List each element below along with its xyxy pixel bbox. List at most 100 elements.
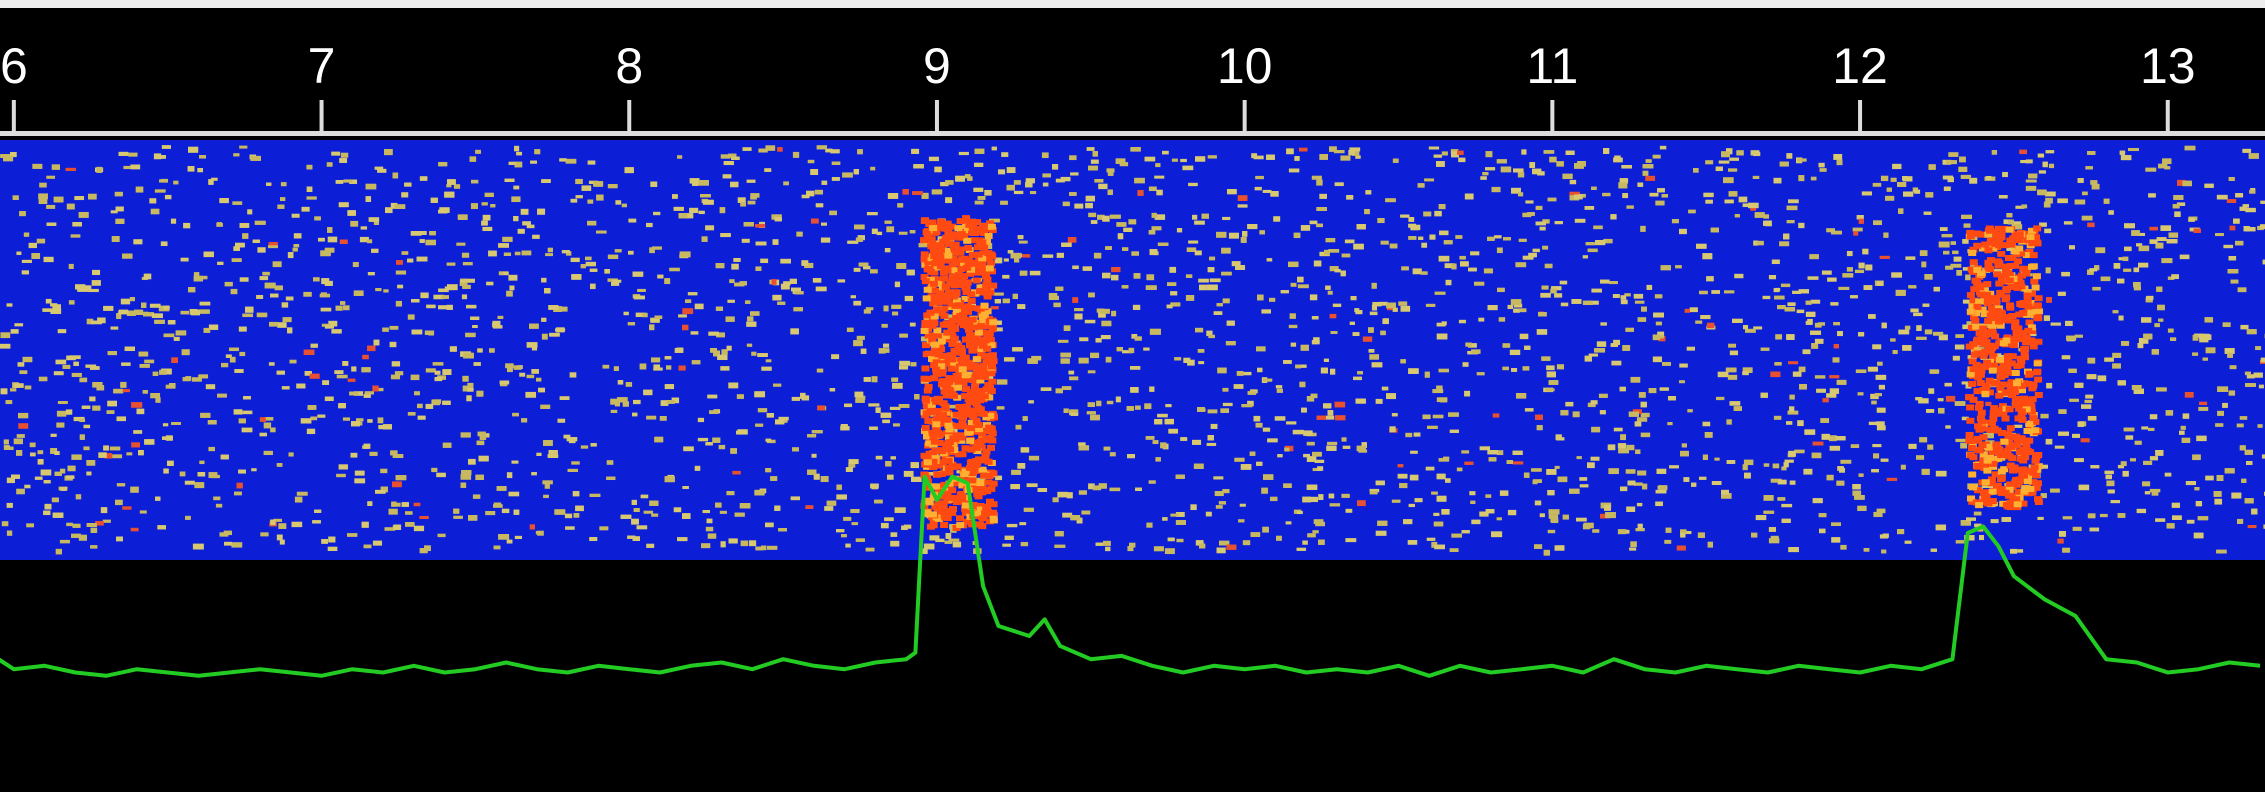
noise-speck <box>1266 155 1275 160</box>
noise-speck <box>678 314 687 317</box>
noise-speck <box>1070 515 1080 520</box>
noise-speck <box>975 149 985 154</box>
noise-speck <box>1289 169 1299 173</box>
signal-speck <box>969 477 977 483</box>
noise-speck <box>30 443 36 447</box>
noise-speck <box>1380 331 1385 335</box>
noise-speck <box>385 207 393 213</box>
noise-speck <box>1369 349 1375 353</box>
signal-speck <box>959 366 967 372</box>
noise-speck <box>47 223 57 226</box>
noise-speck <box>2241 479 2246 483</box>
noise-speck <box>1286 148 1294 154</box>
noise-speck <box>121 299 130 304</box>
noise-speck <box>1586 242 1595 245</box>
noise-speck <box>242 411 252 415</box>
noise-speck <box>2087 358 2095 364</box>
noise-speck <box>1930 370 1939 373</box>
noise-speck <box>832 177 840 181</box>
noise-speck <box>1096 543 1104 546</box>
noise-speck <box>1150 329 1161 335</box>
noise-speck <box>633 272 644 277</box>
noise-speck <box>1499 317 1505 321</box>
noise-speck <box>541 278 546 282</box>
noise-speck <box>1771 536 1779 542</box>
noise-speck <box>1263 474 1273 480</box>
noise-speck <box>265 417 274 421</box>
noise-speck <box>121 362 131 366</box>
noise-speck <box>975 201 984 205</box>
noise-speck <box>641 495 648 498</box>
noise-speck <box>1920 250 1928 256</box>
noise-speck <box>478 432 486 437</box>
noise-speck <box>872 376 878 382</box>
noise-speck <box>1439 458 1449 462</box>
noise-speck <box>1267 438 1277 442</box>
noise-speck <box>1518 192 1523 196</box>
noise-speck <box>1508 305 1514 309</box>
noise-speck <box>2192 352 2198 355</box>
noise-speck <box>2044 315 2050 320</box>
noise-speck <box>2194 229 2201 233</box>
noise-speck <box>1437 323 1446 327</box>
noise-speck <box>479 456 489 462</box>
noise-speck <box>830 388 835 391</box>
noise-speck <box>46 205 55 209</box>
noise-speck <box>870 269 878 273</box>
noise-speck <box>1241 237 1247 243</box>
noise-speck <box>362 522 369 528</box>
noise-speck <box>1105 547 1110 551</box>
noise-speck <box>1333 304 1341 307</box>
signal-speck <box>941 515 949 521</box>
noise-speck <box>224 542 232 546</box>
noise-speck <box>1243 540 1250 545</box>
noise-speck <box>1326 446 1336 451</box>
noise-speck <box>1951 241 1956 244</box>
noise-speck <box>586 262 596 267</box>
noise-speck <box>1111 267 1120 272</box>
noise-speck <box>2238 287 2247 292</box>
noise-speck <box>549 450 558 454</box>
noise-speck <box>1892 164 1901 169</box>
noise-speck <box>1327 442 1337 445</box>
noise-speck <box>1626 507 1635 512</box>
noise-speck <box>1566 151 1575 155</box>
noise-speck <box>1176 475 1185 479</box>
noise-speck <box>1653 357 1662 363</box>
noise-speck <box>2046 383 2052 389</box>
noise-speck <box>1677 546 1686 551</box>
noise-speck <box>2038 154 2044 158</box>
noise-speck <box>1897 182 1906 187</box>
noise-speck <box>1887 188 1892 192</box>
noise-speck <box>2132 385 2142 390</box>
noise-speck <box>1592 529 1599 532</box>
noise-speck <box>277 463 283 467</box>
noise-speck <box>1341 271 1346 277</box>
noise-speck <box>683 446 694 451</box>
noise-speck <box>885 461 891 467</box>
noise-speck <box>566 159 577 164</box>
noise-speck <box>1328 410 1334 416</box>
noise-speck <box>199 374 208 378</box>
noise-speck <box>1574 163 1584 169</box>
noise-speck <box>468 459 476 465</box>
noise-speck <box>1242 231 1247 237</box>
noise-speck <box>1083 266 1092 270</box>
noise-speck <box>1437 474 1446 480</box>
noise-speck <box>1933 332 1943 336</box>
noise-speck <box>777 147 782 151</box>
noise-speck <box>1134 178 1145 184</box>
noise-speck <box>283 317 292 322</box>
noise-speck <box>2039 170 2046 173</box>
noise-speck <box>1831 231 1842 235</box>
noise-speck <box>405 511 412 514</box>
noise-speck <box>1165 419 1174 424</box>
noise-speck <box>1110 488 1121 491</box>
noise-speck <box>73 362 79 366</box>
noise-speck <box>1699 291 1708 295</box>
noise-speck <box>507 540 513 544</box>
noise-speck <box>1357 446 1366 451</box>
noise-speck <box>1836 436 1846 440</box>
noise-speck <box>732 471 740 475</box>
noise-speck <box>515 252 521 256</box>
